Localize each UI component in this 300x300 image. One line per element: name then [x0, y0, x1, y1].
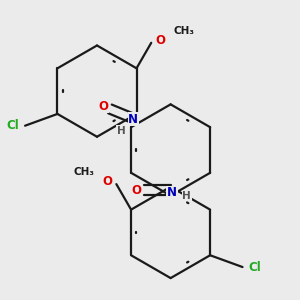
Text: O: O [98, 100, 108, 112]
Text: Cl: Cl [6, 119, 19, 132]
Text: O: O [102, 175, 112, 188]
Text: N: N [128, 113, 138, 126]
Text: Cl: Cl [248, 260, 261, 274]
Text: H: H [182, 191, 191, 201]
Text: O: O [156, 34, 166, 47]
Text: CH₃: CH₃ [173, 26, 194, 36]
Text: N: N [167, 186, 177, 199]
Text: CH₃: CH₃ [73, 167, 94, 177]
Text: O: O [132, 184, 142, 197]
Text: H: H [117, 126, 126, 136]
